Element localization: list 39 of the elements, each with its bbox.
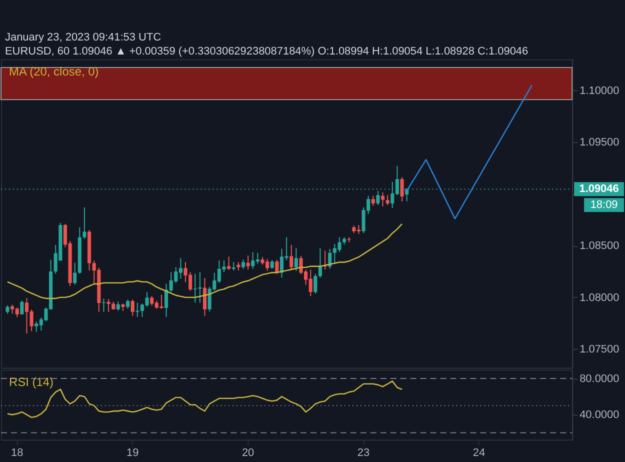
chart-subtitle: January 23, 2023 09:41:53 UTC <box>4 31 162 44</box>
candlestick <box>386 194 390 206</box>
series-label: RSI (14) <box>8 374 54 389</box>
candlestick <box>371 195 375 206</box>
y-tick-label: 1.10000 <box>580 84 620 97</box>
x-tick-label: 20 <box>242 447 254 460</box>
y-tick-label: 40.0000 <box>580 409 620 422</box>
candlestick <box>20 300 24 316</box>
candlestick <box>116 300 120 312</box>
candlestick <box>82 206 86 240</box>
x-tick-label: 19 <box>126 447 139 460</box>
chart-title: EURUSD, 60 1.09046 ▲ +0.00359 (+0.33030629238087184%) O:1.08994 H:1.09054 L:1.08928 C:1.09046 <box>4 45 528 58</box>
candlestick <box>314 273 318 294</box>
text: MA (20, close, 0) <box>8 64 99 78</box>
text: 18:09 <box>590 199 618 212</box>
y-tick-label: 1.09500 <box>580 136 620 149</box>
candlestick <box>241 258 246 270</box>
y-tick-label: 1.08500 <box>580 240 620 252</box>
candlestick <box>202 278 207 316</box>
line-series <box>406 84 533 220</box>
candlestick <box>227 256 231 270</box>
x-tick-label: 24 <box>472 447 486 460</box>
candlestick <box>290 244 294 270</box>
candlestick <box>400 176 404 202</box>
ref-line-label: 1.09046 <box>579 183 619 196</box>
y-tick-label: 1.08000 <box>580 292 620 304</box>
candlestick <box>294 247 298 272</box>
candlestick <box>126 299 130 310</box>
candlestick <box>136 302 140 318</box>
y-tick-label: 1.07500 <box>580 344 620 356</box>
candlestick <box>275 259 279 274</box>
candlestick <box>376 190 380 206</box>
x-tick-label: 18 <box>11 447 24 460</box>
candlestick <box>193 273 197 304</box>
candlestick <box>73 262 77 286</box>
y-tick-label: 80.0000 <box>580 372 620 385</box>
x-tick-label: 23 <box>357 447 370 460</box>
candlestick <box>380 192 385 207</box>
candlestick <box>130 299 134 316</box>
